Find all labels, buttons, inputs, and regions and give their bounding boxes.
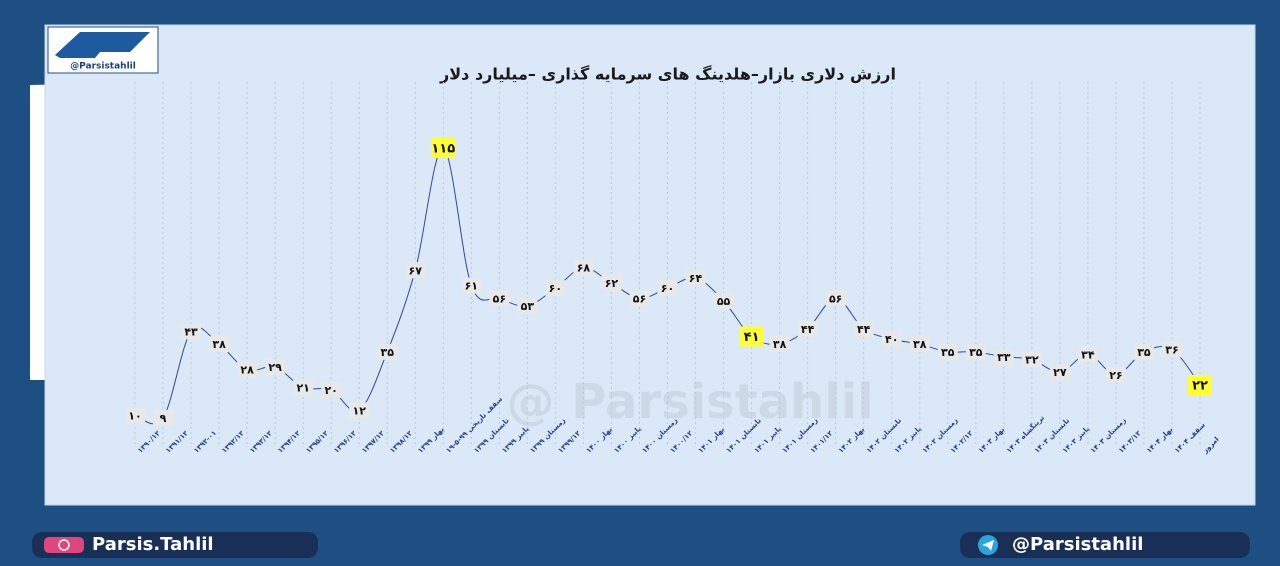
footer-left-bar — [32, 532, 318, 558]
telegram-handle: @Parsistahlil — [1012, 534, 1143, 555]
logo-handle: @Parsistahlil — [70, 62, 136, 72]
value-label: ۹ — [160, 412, 167, 425]
chart-title: ارزش دلاری بازار–هلدینگ های سرمایه گذاری… — [439, 65, 896, 84]
value-label: ۱۲ — [352, 404, 366, 417]
instagram-icon — [44, 537, 84, 553]
value-label: ۵۶ — [829, 292, 842, 305]
value-label-bg — [657, 280, 678, 297]
value-label-bg — [489, 290, 510, 307]
value-label-bg — [293, 379, 314, 396]
value-label-bg — [993, 348, 1014, 365]
value-label-bg — [125, 407, 145, 424]
value-label: ۵۳ — [521, 300, 535, 313]
value-label: ۱۰ — [128, 410, 141, 423]
value-label: ۳۸ — [212, 338, 226, 351]
value-label-bg — [573, 259, 594, 276]
value-label-bg — [629, 290, 650, 307]
value-label: ۳۶ — [1165, 343, 1178, 356]
logo-mark — [55, 32, 150, 58]
footer: Parsis.Tahlil @Parsistahlil — [32, 532, 1250, 558]
value-label-bg — [909, 336, 930, 353]
value-label-bg — [713, 292, 734, 309]
value-label-bg — [739, 326, 764, 347]
value-label: ۵۶ — [493, 292, 506, 305]
telegram-plane — [982, 540, 994, 551]
value-label-bg — [431, 138, 456, 158]
value-label-bg — [321, 382, 342, 399]
value-label-bg — [797, 320, 818, 337]
value-label: ۴۱ — [744, 330, 760, 345]
value-label-bg — [1161, 341, 1182, 358]
value-label: ۶۰ — [661, 282, 674, 295]
value-label: ۴۰ — [885, 333, 898, 346]
value-label-bg — [685, 269, 706, 286]
value-label: ۳۵ — [1137, 346, 1151, 359]
value-label: ۲۸ — [240, 364, 254, 377]
value-label: ۲۷ — [1053, 366, 1067, 379]
value-label: ۱۱۵ — [431, 142, 455, 157]
value-label: ۲۱ — [296, 381, 309, 394]
value-label-bg — [881, 331, 902, 348]
instagram-lens — [58, 539, 70, 551]
value-label-bg — [153, 410, 174, 427]
value-label-bg — [1049, 364, 1070, 381]
value-label-bg — [209, 336, 230, 353]
value-label: ۵۵ — [717, 295, 731, 308]
value-label-bg — [1105, 366, 1126, 383]
value-label: ۲۲ — [1192, 378, 1208, 393]
value-label-bg — [1188, 374, 1212, 395]
value-label: ۳۸ — [773, 338, 787, 351]
value-label: ۶۸ — [577, 262, 591, 275]
value-label: ۳۵ — [941, 346, 955, 359]
value-label-bg — [517, 297, 538, 314]
value-label-bg — [349, 402, 370, 419]
value-label: ۳۴ — [1081, 348, 1095, 361]
value-label: ۴۴ — [857, 323, 871, 336]
value-label: ۳۵ — [381, 346, 395, 359]
value-label: ۴۳ — [184, 325, 198, 338]
value-label: ۶۷ — [409, 264, 423, 277]
value-label-bg — [853, 320, 874, 337]
value-label-bg — [965, 343, 986, 360]
value-label-bg — [601, 275, 622, 292]
value-label-bg — [769, 336, 790, 353]
logo: @Parsistahlil — [47, 26, 159, 74]
value-label-bg — [265, 359, 286, 376]
value-label: ۲۶ — [1109, 369, 1122, 382]
value-label: ۳۸ — [913, 338, 927, 351]
value-label-bg — [545, 280, 566, 297]
instagram-handle: Parsis.Tahlil — [92, 534, 214, 555]
value-label: ۶۴ — [689, 272, 703, 285]
value-label-bg — [405, 262, 426, 279]
footer-right-bar — [960, 532, 1250, 558]
value-label-bg — [1133, 343, 1154, 360]
value-label: ۶۰ — [549, 282, 562, 295]
value-label-bg — [1077, 346, 1098, 363]
value-label: ۲۰ — [324, 384, 337, 397]
value-label-bg — [937, 343, 958, 360]
value-label-bg — [377, 343, 398, 360]
watermark: @ Parsistahlil — [506, 374, 873, 430]
value-label-bg — [461, 277, 482, 294]
value-label: ۴۴ — [801, 323, 815, 336]
value-label: ۵۶ — [633, 292, 646, 305]
value-label-bg — [237, 361, 258, 378]
value-label: ۳۵ — [969, 346, 983, 359]
value-label: ۶۲ — [605, 277, 619, 290]
value-label-bg — [181, 323, 202, 340]
value-label: ۶۱ — [465, 280, 478, 293]
value-label: ۳۳ — [997, 351, 1011, 364]
chart-panel — [44, 24, 1256, 506]
value-label-bg — [825, 290, 846, 307]
value-label-bg — [1021, 351, 1042, 368]
value-label: ۳۲ — [1025, 353, 1039, 366]
value-label: ۲۹ — [268, 361, 282, 374]
